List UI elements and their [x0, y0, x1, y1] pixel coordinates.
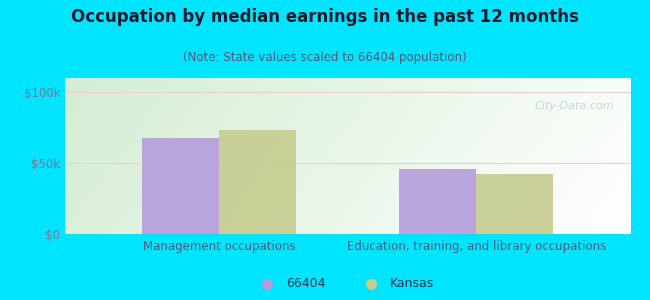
Bar: [476, 174, 553, 234]
Text: 66404: 66404: [286, 277, 326, 290]
Text: City-Data.com: City-Data.com: [534, 101, 614, 111]
Bar: [219, 130, 296, 234]
Text: Kansas: Kansas: [390, 277, 434, 290]
Bar: [399, 169, 476, 234]
Bar: [142, 138, 219, 234]
Text: Occupation by median earnings in the past 12 months: Occupation by median earnings in the pas…: [71, 8, 579, 26]
Text: (Note: State values scaled to 66404 population): (Note: State values scaled to 66404 popu…: [183, 51, 467, 64]
